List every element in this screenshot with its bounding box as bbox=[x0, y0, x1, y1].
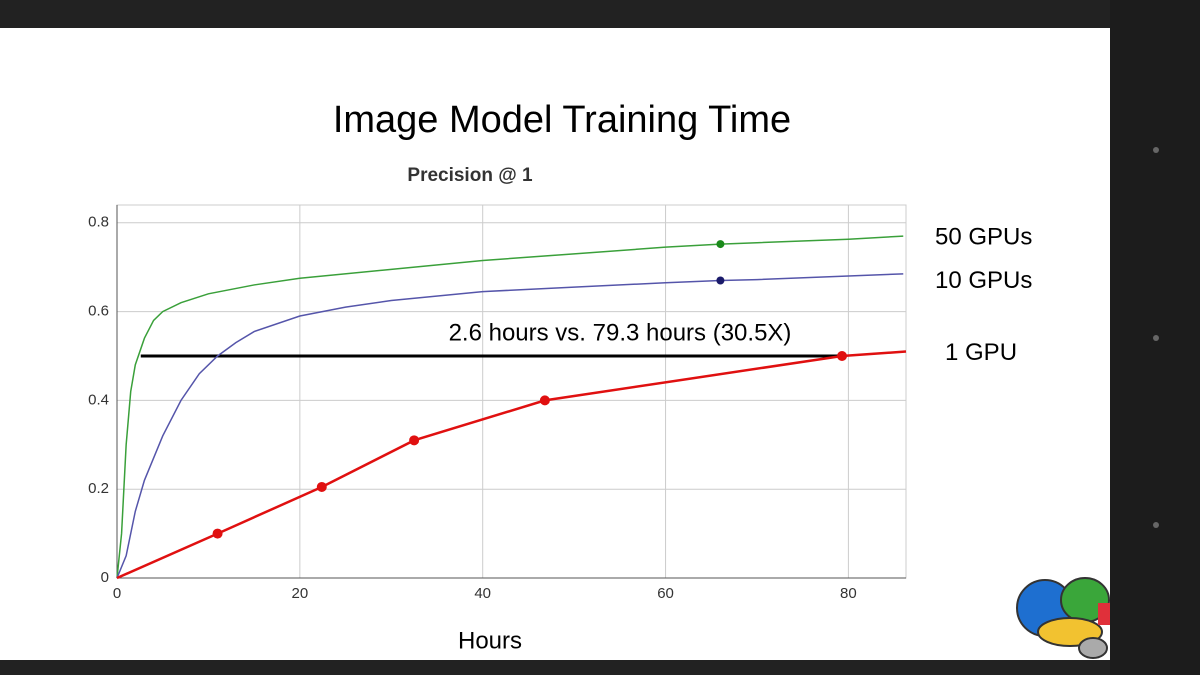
point bbox=[409, 435, 420, 446]
x-tick-label: 60 bbox=[657, 585, 674, 602]
chart-subtitle: Precision @ 1 bbox=[407, 165, 533, 186]
point bbox=[539, 395, 550, 406]
point bbox=[837, 350, 848, 361]
x-axis-label: Hours bbox=[458, 627, 522, 654]
plot-frame bbox=[116, 204, 907, 579]
legend-label: 1 GPU bbox=[945, 339, 1017, 366]
point bbox=[716, 240, 725, 249]
x-tick-label: 0 bbox=[113, 585, 121, 602]
annotation-text: 2.6 hours vs. 79.3 hours (30.5X) bbox=[449, 319, 792, 346]
series-line bbox=[116, 235, 904, 579]
y-tick-label: 0.6 bbox=[88, 303, 109, 320]
plot: 0 0.2 0.4 0.6 0.8 0 20 40 60 80 2.6 hours vs. 79.3… bbox=[88, 205, 1032, 602]
top-bar bbox=[0, 0, 1200, 28]
legend-label: 50 GPUs bbox=[935, 223, 1032, 250]
x-tick-label: 80 bbox=[840, 585, 857, 602]
legend-label: 10 GPUs bbox=[935, 267, 1032, 294]
panel-dot bbox=[1153, 335, 1159, 341]
x-tick-label: 20 bbox=[292, 585, 309, 602]
series-line bbox=[116, 350, 907, 580]
point bbox=[212, 528, 223, 539]
chart-title: Image Model Training Time bbox=[333, 99, 791, 141]
y-tick-label: 0.8 bbox=[88, 214, 109, 231]
y-tick-label: 0.2 bbox=[88, 480, 109, 497]
point bbox=[316, 481, 327, 492]
panel-dot bbox=[1153, 522, 1159, 528]
x-tick-label: 40 bbox=[474, 585, 491, 602]
y-tick-label: 0.4 bbox=[88, 391, 109, 408]
series-line bbox=[116, 273, 904, 579]
panel-dot bbox=[1153, 147, 1159, 153]
brain-icon bbox=[1016, 577, 1110, 659]
bottom-bar bbox=[0, 660, 1200, 675]
y-tick-label: 0 bbox=[101, 569, 109, 586]
point bbox=[716, 276, 725, 285]
